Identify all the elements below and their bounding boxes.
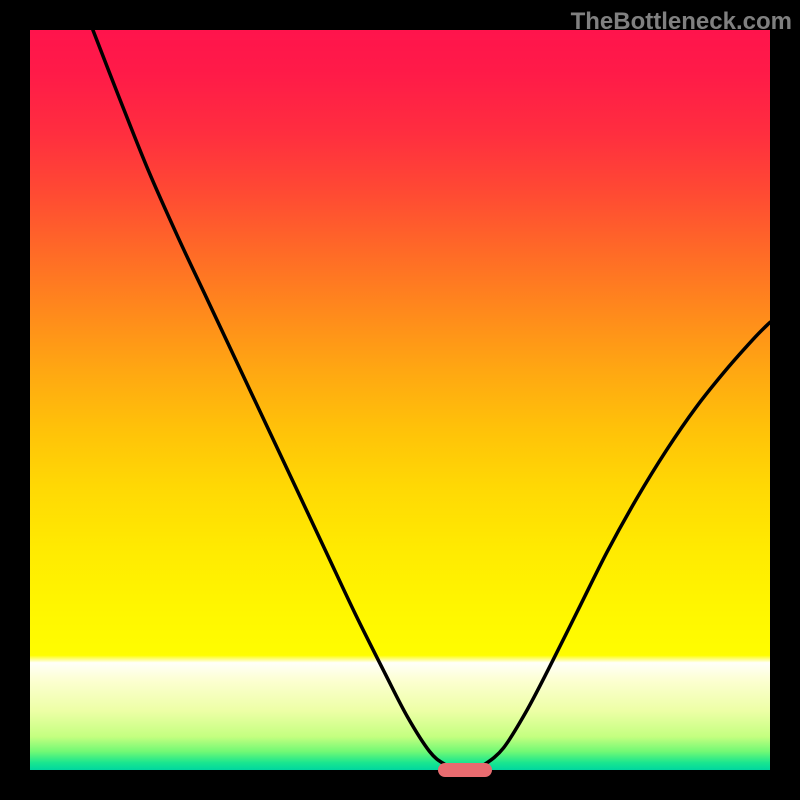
plot-area (30, 30, 770, 770)
bottleneck-curve (30, 30, 770, 770)
watermark-text: TheBottleneck.com (571, 8, 792, 36)
optimal-marker (438, 763, 491, 778)
chart-container: TheBottleneck.com (0, 0, 800, 800)
